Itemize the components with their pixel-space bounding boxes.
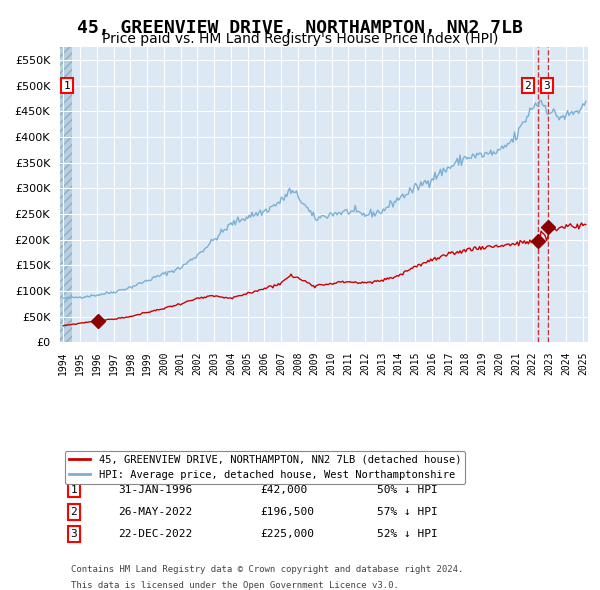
Text: Price paid vs. HM Land Registry's House Price Index (HPI): Price paid vs. HM Land Registry's House … bbox=[102, 32, 498, 47]
Text: 2: 2 bbox=[524, 81, 531, 91]
Text: 57% ↓ HPI: 57% ↓ HPI bbox=[377, 507, 437, 517]
Text: 1: 1 bbox=[64, 81, 70, 91]
Text: 3: 3 bbox=[71, 529, 77, 539]
Text: 22-DEC-2022: 22-DEC-2022 bbox=[118, 529, 193, 539]
Polygon shape bbox=[60, 47, 72, 342]
Text: 26-MAY-2022: 26-MAY-2022 bbox=[118, 507, 193, 517]
Text: 31-JAN-1996: 31-JAN-1996 bbox=[118, 485, 193, 494]
Legend: 45, GREENVIEW DRIVE, NORTHAMPTON, NN2 7LB (detached house), HPI: Average price, : 45, GREENVIEW DRIVE, NORTHAMPTON, NN2 7L… bbox=[65, 451, 465, 484]
Text: 3: 3 bbox=[544, 81, 550, 91]
Text: Contains HM Land Registry data © Crown copyright and database right 2024.: Contains HM Land Registry data © Crown c… bbox=[71, 565, 463, 574]
Text: 52% ↓ HPI: 52% ↓ HPI bbox=[377, 529, 437, 539]
Text: 2: 2 bbox=[71, 507, 77, 517]
Text: £196,500: £196,500 bbox=[260, 507, 314, 517]
Text: £42,000: £42,000 bbox=[260, 485, 308, 494]
Text: £225,000: £225,000 bbox=[260, 529, 314, 539]
Text: 50% ↓ HPI: 50% ↓ HPI bbox=[377, 485, 437, 494]
Text: This data is licensed under the Open Government Licence v3.0.: This data is licensed under the Open Gov… bbox=[71, 581, 398, 590]
Text: 1: 1 bbox=[71, 485, 77, 494]
Text: 45, GREENVIEW DRIVE, NORTHAMPTON, NN2 7LB: 45, GREENVIEW DRIVE, NORTHAMPTON, NN2 7L… bbox=[77, 19, 523, 37]
